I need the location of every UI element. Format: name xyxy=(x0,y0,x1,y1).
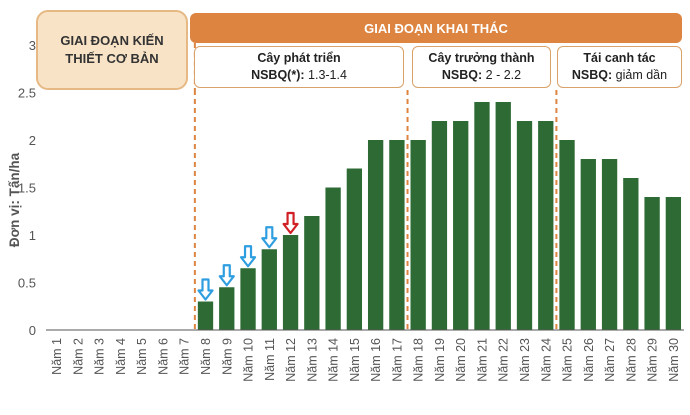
x-tick-label: Năm 7 xyxy=(178,338,192,375)
bars xyxy=(197,102,682,330)
bar xyxy=(580,159,596,330)
x-tick-label: Năm 23 xyxy=(518,338,532,382)
y-tick-label: 1 xyxy=(29,228,36,243)
x-tick-label: Năm 17 xyxy=(390,338,404,382)
x-tick-label: Năm 20 xyxy=(454,338,468,382)
stage-growing-box: Cây phát triển NSBQ(*): 1.3-1.4 xyxy=(194,46,404,88)
x-tick-label: Năm 16 xyxy=(369,338,383,382)
phase-exploit-label: GIAI ĐOẠN KHAI THÁC xyxy=(364,20,508,36)
x-tick-label: Năm 12 xyxy=(284,338,298,382)
stage-mature-nsbq-value: 2 - 2.2 xyxy=(485,68,522,82)
x-tick-label: Năm 5 xyxy=(135,338,149,375)
arrows xyxy=(197,211,299,301)
bar xyxy=(474,102,490,330)
x-ticks: Năm 1 Năm 2 Năm 3 Năm 4 Năm 5 Năm 6 Năm 7 Năm 8… xyxy=(50,338,681,382)
bar xyxy=(665,197,682,330)
x-tick-label: Năm 28 xyxy=(624,338,638,382)
bar xyxy=(410,140,426,330)
bar xyxy=(495,102,511,330)
bar xyxy=(346,168,363,330)
stage-mature-title: Cây trưởng thành xyxy=(428,51,535,65)
stage-replant-box: Tái canh tác NSBQ: giảm dần xyxy=(557,46,682,88)
stage-mature-nsbq-label: NSBQ: xyxy=(441,68,483,82)
phase-exploit-header: GIAI ĐOẠN KHAI THÁC xyxy=(190,13,682,43)
blue-down-arrow-icon xyxy=(261,226,278,249)
x-tick-label: Năm 22 xyxy=(497,338,511,382)
bar xyxy=(516,121,533,330)
x-tick-label: Năm 26 xyxy=(582,338,596,382)
bar xyxy=(197,301,214,330)
x-tick-label: Năm 11 xyxy=(263,338,277,381)
x-tick-label: Năm 24 xyxy=(539,338,553,382)
x-tick-label: Năm 8 xyxy=(199,338,213,375)
bar xyxy=(431,121,448,330)
stage-replant-nsbq-value: giảm dần xyxy=(615,68,668,82)
bar xyxy=(304,216,320,330)
bar xyxy=(389,140,405,330)
blue-down-arrow-icon xyxy=(218,264,235,287)
bar xyxy=(240,268,256,330)
x-tick-label: Năm 2 xyxy=(71,338,85,375)
y-axis-label: Đơn vị: Tấn/ha xyxy=(7,152,22,247)
bar xyxy=(453,121,469,330)
x-tick-label: Năm 1 xyxy=(50,338,64,375)
bar xyxy=(623,178,639,330)
stage-replant-title: Tái canh tác xyxy=(583,51,656,65)
x-tick-label: Năm 27 xyxy=(603,338,617,382)
y-tick-label: 0.5 xyxy=(18,276,36,291)
x-tick-label: Năm 18 xyxy=(412,338,426,382)
bar xyxy=(559,140,575,330)
y-tick-label: 0 xyxy=(29,323,36,338)
x-tick-label: Năm 9 xyxy=(220,338,234,375)
x-tick-label: Năm 21 xyxy=(475,338,489,382)
bar xyxy=(282,235,299,330)
x-tick-label: Năm 29 xyxy=(646,338,660,382)
x-tick-label: Năm 15 xyxy=(348,338,362,382)
red-down-arrow-icon xyxy=(282,211,299,235)
y-tick-label: 2 xyxy=(29,133,36,148)
y-tick-label: 2.5 xyxy=(18,86,36,101)
x-tick-label: Năm 10 xyxy=(242,338,256,382)
stage-growing-nsbq-value: 1.3-1.4 xyxy=(308,68,347,82)
x-tick-label: Năm 14 xyxy=(327,338,341,382)
bar xyxy=(601,159,618,330)
bar xyxy=(325,187,341,330)
bar xyxy=(261,249,277,330)
bar xyxy=(538,121,554,330)
stage-growing-title: Cây phát triển xyxy=(257,51,341,65)
y-tick-label: 1.5 xyxy=(18,181,36,196)
phase-build-label: GIAI ĐOẠN KIẾN THIẾT CƠ BẢN xyxy=(60,33,164,66)
y-tick-label: 3 xyxy=(29,38,36,53)
bar xyxy=(219,287,235,330)
bar xyxy=(644,197,660,330)
x-tick-label: Năm 25 xyxy=(561,338,575,382)
y-ticks: 0 0.5 1 1.5 2 2.5 3 xyxy=(18,38,36,338)
x-tick-label: Năm 30 xyxy=(667,338,681,382)
phase-build-box: GIAI ĐOẠN KIẾN THIẾT CƠ BẢN xyxy=(36,10,188,90)
stage-mature-box: Cây trưởng thành NSBQ: 2 - 2.2 xyxy=(412,46,551,88)
blue-down-arrow-icon xyxy=(239,245,257,268)
x-tick-label: Năm 13 xyxy=(305,338,319,382)
x-tick-label: Năm 3 xyxy=(93,338,107,375)
x-tick-label: Năm 4 xyxy=(114,338,128,375)
stage-replant-nsbq-label: NSBQ: xyxy=(571,68,613,82)
blue-down-arrow-icon xyxy=(197,278,214,301)
x-tick-label: Năm 6 xyxy=(156,338,170,375)
x-tick-label: Năm 19 xyxy=(433,338,447,382)
stage-growing-nsbq-label: NSBQ(*): xyxy=(251,68,305,82)
bar xyxy=(367,140,384,330)
